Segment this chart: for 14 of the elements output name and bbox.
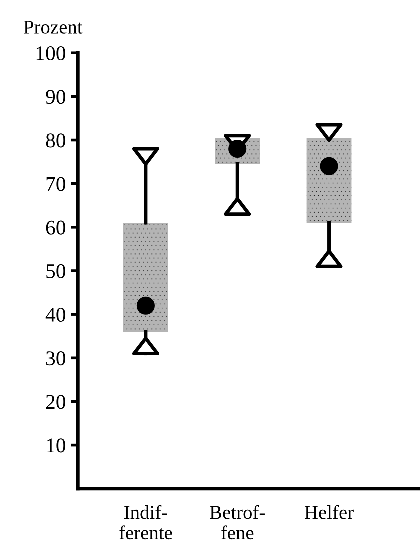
y-tick-label: 90 (46, 90, 66, 104)
y-tick-label: 50 (46, 264, 66, 278)
y-axis-title: Prozent (24, 20, 83, 34)
y-tick-label: 80 (46, 134, 66, 148)
x-tick-label: Betrof- fene (210, 505, 265, 540)
y-tick-label: 20 (46, 395, 66, 410)
y-tick-label: 30 (46, 352, 66, 366)
x-tick-label: Helfer (304, 505, 354, 520)
y-tick-label: 100 (36, 46, 66, 61)
x-tick-label: Indif- ferente (120, 505, 172, 540)
y-tick-label: 10 (47, 438, 66, 453)
y-tick-label: 60 (46, 220, 66, 235)
y-tick-label: 40 (46, 308, 66, 322)
y-tick-label: 70 (46, 177, 66, 192)
